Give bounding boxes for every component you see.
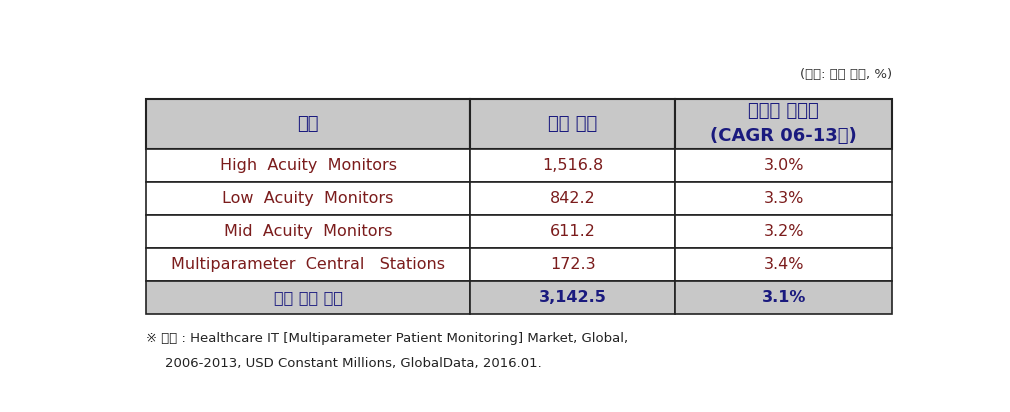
Bar [471,215,676,248]
Text: 611.2: 611.2 [549,224,596,239]
Bar [676,281,892,314]
Text: 3.3%: 3.3% [764,191,804,206]
Bar [676,149,892,183]
Text: 연평균 성장률
(CAGR 06-13년): 연평균 성장률 (CAGR 06-13년) [710,103,857,145]
Bar [676,215,892,248]
Bar [676,183,892,215]
Text: 3.2%: 3.2% [764,224,804,239]
Bar [145,98,471,149]
Text: 172.3: 172.3 [550,258,596,272]
Text: ※ 자료 : Healthcare IT [Multiparameter Patient Monitoring] Market, Global,: ※ 자료 : Healthcare IT [Multiparameter Pat… [145,332,628,345]
Text: 1,516.8: 1,516.8 [542,158,604,173]
Bar [471,183,676,215]
Text: 전체 시장 규모: 전체 시장 규모 [274,290,342,305]
Text: 842.2: 842.2 [550,191,596,206]
Text: 3.4%: 3.4% [764,258,804,272]
Text: 2006-2013, USD Constant Millions, GlobalData, 2016.01.: 2006-2013, USD Constant Millions, Global… [166,357,542,370]
Bar [145,281,471,314]
Text: 시장 규모: 시장 규모 [548,115,598,133]
Text: 3.0%: 3.0% [764,158,804,173]
Bar [471,281,676,314]
Bar [145,183,471,215]
Text: Multiparameter  Central   Stations: Multiparameter Central Stations [171,258,445,272]
Bar [145,248,471,281]
Text: 3,142.5: 3,142.5 [539,290,607,305]
Bar [471,98,676,149]
Bar [145,149,471,183]
Bar [676,98,892,149]
Bar [471,149,676,183]
Text: 3.1%: 3.1% [762,290,806,305]
Bar [145,215,471,248]
Text: 구분: 구분 [297,115,319,133]
Bar [676,248,892,281]
Text: (단위: 백만 달러, %): (단위: 백만 달러, %) [800,68,892,81]
Bar [471,248,676,281]
Text: High  Acuity  Monitors: High Acuity Monitors [219,158,397,173]
Text: Low  Acuity  Monitors: Low Acuity Monitors [222,191,394,206]
Text: Mid  Acuity  Monitors: Mid Acuity Monitors [224,224,392,239]
